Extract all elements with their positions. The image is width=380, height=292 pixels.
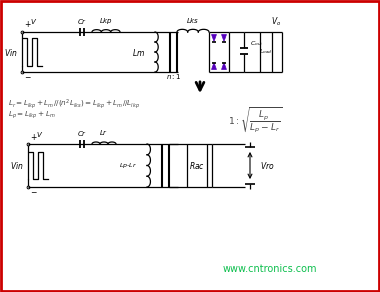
Polygon shape xyxy=(212,34,217,41)
Text: $Vro$: $Vro$ xyxy=(260,160,275,171)
Text: $Vin$: $Vin$ xyxy=(10,160,24,171)
Text: $Lks$: $Lks$ xyxy=(186,16,200,25)
Text: $L_r = L_{lkp} + L_m //(n^2 L_{lks}) = L_{lkp} + L_m // L_{lkp}$: $L_r = L_{lkp} + L_m //(n^2 L_{lks}) = L… xyxy=(8,97,140,111)
Polygon shape xyxy=(222,62,226,69)
Text: $C_{out}$: $C_{out}$ xyxy=(250,39,264,48)
Text: $n:1$: $n:1$ xyxy=(166,72,181,81)
Text: www.cntronics.com: www.cntronics.com xyxy=(223,264,317,274)
Text: $V$: $V$ xyxy=(30,17,37,26)
Text: $Lkp$: $Lkp$ xyxy=(99,16,113,26)
Text: $Cr$: $Cr$ xyxy=(77,17,87,26)
Text: $Lp$-$Lr$: $Lp$-$Lr$ xyxy=(119,161,137,170)
Text: $-$: $-$ xyxy=(30,186,38,195)
Text: $L_p = L_{lkp} + L_m$: $L_p = L_{lkp} + L_m$ xyxy=(8,109,55,121)
Text: $L_{oad}$: $L_{oad}$ xyxy=(259,48,273,56)
Polygon shape xyxy=(222,34,226,41)
Text: $Lr$: $Lr$ xyxy=(100,128,109,137)
Text: $Rac$: $Rac$ xyxy=(189,160,205,171)
Text: $V$: $V$ xyxy=(36,130,43,139)
Polygon shape xyxy=(212,62,217,69)
Bar xyxy=(187,144,207,187)
Text: +: + xyxy=(30,133,36,142)
Text: $Vin$: $Vin$ xyxy=(4,46,18,58)
Text: $Lm$: $Lm$ xyxy=(132,46,145,58)
Text: $Cr$: $Cr$ xyxy=(77,129,87,138)
Text: $V_o$: $V_o$ xyxy=(271,15,281,27)
Bar xyxy=(260,32,272,72)
Text: +: + xyxy=(24,20,30,29)
Text: $1:\sqrt{\dfrac{L_p}{L_p - L_r}}$: $1:\sqrt{\dfrac{L_p}{L_p - L_r}}$ xyxy=(228,105,282,135)
Text: $-$: $-$ xyxy=(24,71,32,80)
